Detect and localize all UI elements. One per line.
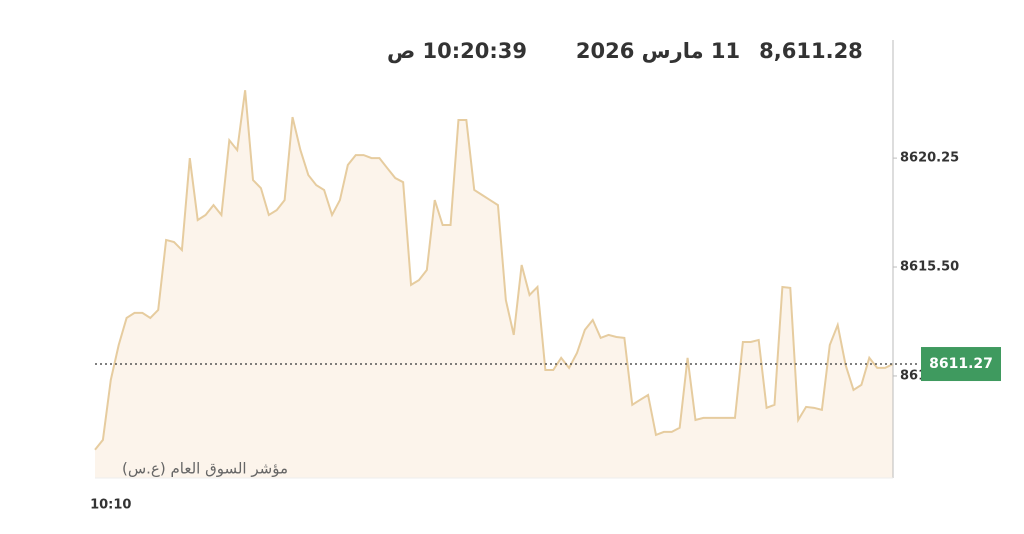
line [94,90,894,451]
y-tick-label: 8620.25 [900,151,959,166]
area [95,90,893,478]
y-tick-label: 8615.50 [900,260,959,275]
header-value: 8,611.28 [759,39,863,63]
x-tick-label: 10:10 [90,498,131,513]
header-time: 10:20:39 ص [387,39,527,63]
series-name: مؤشر السوق العام (ع.س) [122,460,288,478]
header-date: 11 مارس 2026 [576,39,740,63]
current-value: 8611.27 [929,356,993,372]
current-badge [921,347,1001,382]
